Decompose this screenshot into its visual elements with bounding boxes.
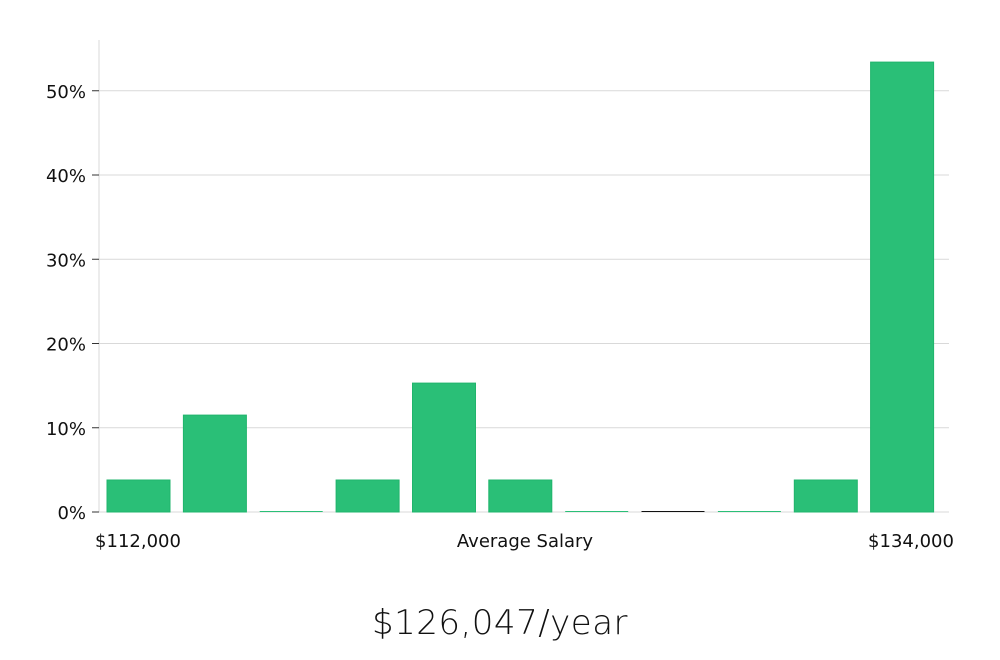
y-tick-label-0: 0% bbox=[57, 503, 86, 524]
bar-4 bbox=[335, 479, 400, 513]
bar-9 bbox=[717, 511, 781, 512]
salary-histogram-chart: 0% 10% 20% 30% 40% 50% $112,000 Average Salar… bbox=[46, 40, 954, 552]
x-axis-max-label: $134,000 bbox=[868, 531, 954, 552]
bars bbox=[106, 61, 935, 513]
bar-2 bbox=[182, 414, 247, 513]
y-tick-label-30: 30% bbox=[46, 250, 86, 271]
y-axis-ticks: 0% 10% 20% 30% 40% 50% bbox=[46, 82, 99, 524]
bar-8 bbox=[641, 511, 705, 512]
bar-6 bbox=[488, 479, 553, 513]
bar-11 bbox=[870, 61, 935, 513]
bar-1 bbox=[106, 479, 171, 513]
y-tick-label-50: 50% bbox=[46, 82, 86, 103]
bar-3 bbox=[259, 511, 323, 512]
y-tick-label-20: 20% bbox=[46, 335, 86, 356]
y-tick-label-40: 40% bbox=[46, 166, 86, 187]
bar-7 bbox=[565, 511, 629, 512]
y-tick-label-10: 10% bbox=[46, 419, 86, 440]
x-axis-min-label: $112,000 bbox=[95, 531, 181, 552]
bar-5 bbox=[412, 382, 476, 513]
x-axis-title: Average Salary bbox=[457, 531, 594, 552]
bar-10 bbox=[793, 479, 858, 513]
average-salary-value: $126,047/year bbox=[371, 603, 629, 643]
